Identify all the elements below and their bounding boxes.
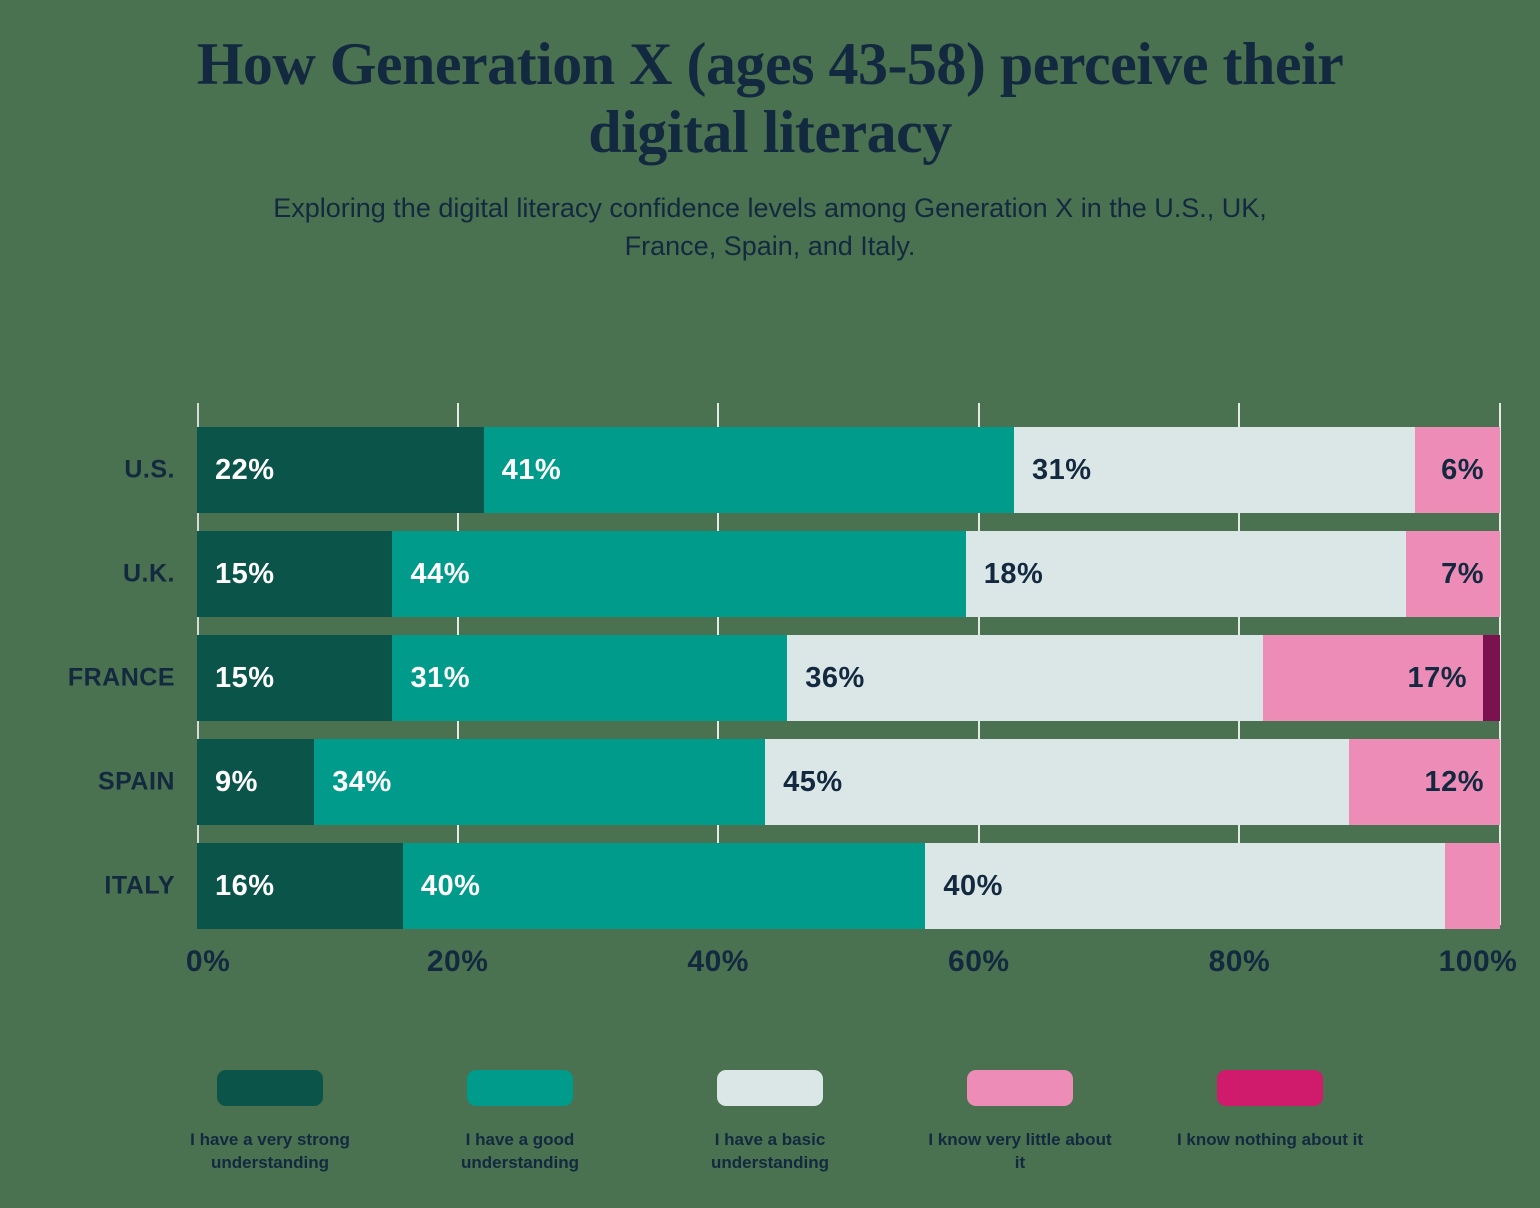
x-tick-80: 80% [1208, 945, 1271, 978]
x-tick-100: 100% [1438, 945, 1518, 978]
bar-row: U.S. 22% 41% 31% 6% [124, 427, 1500, 513]
legend-swatch-basic [717, 1070, 823, 1106]
chart-legend: I have a very strong understanding I have… [0, 1070, 1540, 1175]
bar-segment[interactable]: 18% [965, 531, 1407, 617]
category-label-us: U.S. [124, 455, 175, 484]
bar-segment[interactable]: 22% [197, 427, 484, 513]
category-label-france: FRANCE [67, 663, 175, 692]
x-tick-0: 0% [185, 945, 231, 978]
category-label-italy: ITALY [104, 871, 175, 900]
bar-segment[interactable] [1483, 635, 1500, 721]
segment-value-label: 22% [215, 453, 275, 486]
segment-value-label: 41% [501, 453, 562, 486]
segment-value-label: 40% [943, 869, 1003, 902]
bar-segment[interactable]: 34% [314, 739, 766, 825]
bar-segment[interactable]: 15% [197, 635, 393, 721]
bar-segment[interactable]: 15% [197, 531, 393, 617]
gridline-100 [1499, 403, 1501, 925]
bar-segment[interactable]: 40% [402, 843, 926, 929]
legend-label: I have a very strong understanding [190, 1130, 350, 1173]
bar-segment[interactable]: 41% [483, 427, 1014, 513]
x-tick-60: 60% [948, 945, 1010, 978]
segment-value-label: 12% [1424, 765, 1484, 798]
bar-segment[interactable] [1445, 843, 1500, 929]
bar-row: FRANCE 15% 31% 36% 17% [68, 635, 1500, 721]
legend-label: I know very little about it [928, 1130, 1112, 1173]
bar-segment[interactable]: 36% [787, 635, 1263, 721]
segment-value-label: 9% [215, 765, 258, 798]
legend-item[interactable]: I know nothing about it [1175, 1070, 1365, 1175]
legend-item[interactable]: I have a very strong understanding [175, 1070, 365, 1175]
legend-label: I have a good understanding [460, 1130, 580, 1173]
bar-segment[interactable]: 31% [392, 635, 788, 721]
x-tick-40: 40% [687, 945, 749, 978]
segment-value-label: 16% [215, 869, 275, 902]
category-label-uk: U.K. [123, 559, 175, 588]
segment-value-label: 44% [410, 557, 470, 590]
bar-row: ITALY 16% 40% 40% [104, 843, 1500, 929]
bar-segment[interactable]: 9% [197, 739, 315, 825]
legend-item[interactable]: I have a good understanding [425, 1070, 615, 1175]
bar-segment[interactable]: 12% [1348, 739, 1500, 825]
segment-value-label: 40% [420, 869, 481, 902]
segment-value-label: 34% [332, 765, 392, 798]
legend-swatch-very-strong [217, 1070, 323, 1106]
bar-segment[interactable]: 17% [1262, 635, 1484, 721]
legend-swatch-nothing [1217, 1070, 1323, 1106]
legend-swatch-good [467, 1070, 573, 1106]
bar-segment[interactable]: 7% [1406, 531, 1500, 617]
segment-value-label: 6% [1441, 453, 1484, 486]
segment-value-label: 31% [410, 661, 470, 694]
bar-segment[interactable]: 6% [1415, 427, 1500, 513]
bar-segment[interactable]: 16% [197, 843, 403, 929]
bar-segment[interactable]: 45% [765, 739, 1349, 825]
bar-segment[interactable]: 44% [392, 531, 966, 617]
page-subtitle: Exploring the digital literacy confidenc… [273, 192, 1267, 262]
bar-row: U.K. 15% 44% 18% 7% [123, 531, 1500, 617]
plot-area: U.S. 22% 41% 31% 6% U.K. 15% 44% 18% 7% FRANCE 15% 3… [68, 403, 1501, 929]
segment-value-label: 15% [215, 661, 275, 694]
legend-label: I know nothing about it [1176, 1130, 1364, 1149]
segment-value-label: 7% [1441, 557, 1484, 590]
legend-swatch-very-little [967, 1070, 1073, 1106]
legend-item[interactable]: I have a basic understanding [675, 1070, 865, 1175]
x-axis-tick-labels: 0% 20% 40% 60% 80% 100% [186, 945, 1517, 995]
page-title: How Generation X (ages 43-58) perceive t… [196, 31, 1344, 166]
segment-value-label: 36% [805, 661, 865, 694]
bar-segment[interactable]: 40% [925, 843, 1446, 929]
legend-item[interactable]: I know very little about it [925, 1070, 1115, 1175]
bar-row: SPAIN 9% 34% 45% 12% [98, 739, 1500, 825]
legend-label: I have a basic understanding [710, 1130, 830, 1173]
segment-value-label: 17% [1407, 661, 1468, 694]
category-label-spain: SPAIN [97, 767, 175, 796]
segment-value-label: 31% [1031, 453, 1092, 486]
bar-segment[interactable]: 31% [1013, 427, 1416, 513]
segment-value-label: 18% [983, 557, 1044, 590]
x-tick-20: 20% [426, 945, 489, 978]
segment-value-label: 45% [783, 765, 843, 798]
segment-value-label: 15% [215, 557, 275, 590]
